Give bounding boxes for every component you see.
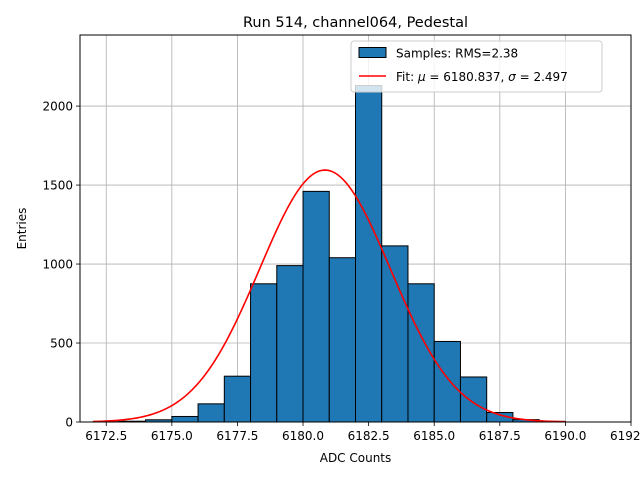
x-tick-label: 6190.0 [544,429,586,443]
x-tick-label: 6172.5 [85,429,127,443]
y-tick-label: 2000 [42,100,73,114]
x-tick-label: 6182.5 [348,429,390,443]
histogram-bar [329,258,355,422]
histogram-bar [382,246,408,422]
histogram-bar [277,266,303,422]
x-tick-label: 6180.0 [282,429,324,443]
y-tick-label: 0 [65,416,73,430]
histogram-bar [434,341,460,422]
y-tick-label: 500 [50,337,73,351]
x-tick-label: 6185.0 [413,429,455,443]
x-tick-label: 6177.5 [216,429,258,443]
x-axis-label: ADC Counts [320,451,392,465]
histogram-bar [356,86,382,422]
legend-samples-label: Samples: RMS=2.38 [396,47,518,61]
chart-title: Run 514, channel064, Pedestal [243,15,468,31]
histogram-bar [172,416,198,422]
histogram-bar [198,404,224,422]
histogram-bar [460,377,486,422]
legend-fit-mu-symbol: μ [417,70,426,84]
y-tick-label: 1500 [42,179,73,193]
legend-samples-swatch [359,48,386,58]
legend-fit-prefix: Fit: [396,70,418,84]
legend: Samples: RMS=2.38 Fit: μ = 6180.837, σ =… [351,41,602,92]
legend-fit-label: Fit: μ = 6180.837, σ = 2.497 [396,70,568,84]
x-tick-label: 6175.0 [151,429,193,443]
histogram-bar [303,191,329,422]
legend-fit-mu-value: = 6180.837, [426,70,509,84]
legend-fit-sigma-value: = 2.497 [516,70,568,84]
y-tick-label: 1000 [42,258,73,272]
histogram-bar [251,284,277,422]
x-tick-label: 6187.5 [479,429,521,443]
x-tick-label: 6192.5 [610,429,640,443]
histogram-bar [224,376,250,422]
y-axis-label: Entries [15,208,29,250]
